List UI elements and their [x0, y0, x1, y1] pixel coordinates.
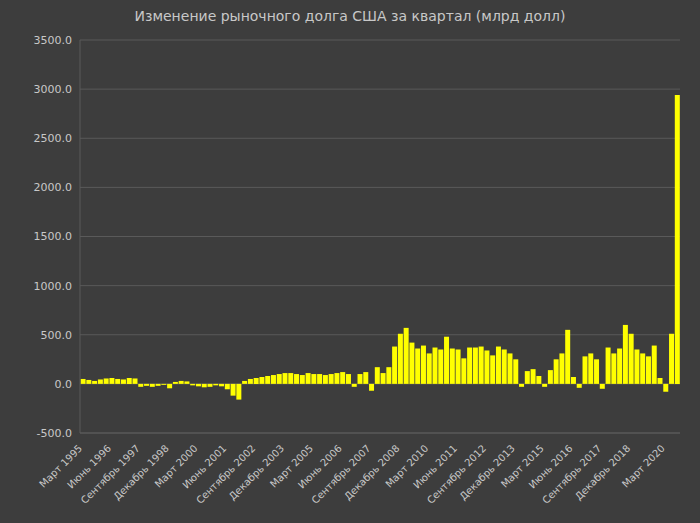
svg-text:Июнь 2006: Июнь 2006	[295, 442, 344, 491]
svg-text:3500.0: 3500.0	[34, 34, 73, 47]
svg-text:Март 2015: Март 2015	[498, 442, 546, 490]
svg-text:Декабрь 2008: Декабрь 2008	[342, 442, 402, 503]
svg-text:Март 2010: Март 2010	[383, 442, 431, 490]
svg-text:Март 2020: Март 2020	[620, 443, 667, 490]
svg-text:Март 2005: Март 2005	[268, 442, 316, 490]
svg-text:Сентябрь 2002: Сентябрь 2002	[194, 442, 258, 506]
svg-text:Сентябрь 2017: Сентябрь 2017	[540, 442, 604, 506]
html-text:Изменение рыночного долга США: Изменение рыночного долга США за квартал…	[134, 8, 566, 24]
svg-text:3000.0: 3000.0	[34, 83, 73, 96]
svg-text:Сентябрь 2012: Сентябрь 2012	[424, 442, 489, 506]
svg-text:Декабрь 2018: Декабрь 2018	[573, 443, 633, 503]
svg-text:Декабрь 2003: Декабрь 2003	[226, 442, 287, 503]
svg-text:500.0: 500.0	[41, 329, 73, 342]
svg-text:Декабрь 2013: Декабрь 2013	[457, 442, 517, 503]
svg-text:Июнь 2001: Июнь 2001	[180, 442, 229, 491]
svg-text:Июнь 2011: Июнь 2011	[411, 442, 460, 491]
svg-text:Июнь 1996: Июнь 1996	[65, 442, 114, 491]
svg-text:0.0: 0.0	[55, 378, 73, 391]
svg-text:1500.0: 1500.0	[34, 230, 73, 243]
svg-text:Декабрь 1998: Декабрь 1998	[111, 442, 171, 503]
svg-text:Март 2000: Март 2000	[152, 442, 200, 490]
svg-text:Март 1995: Март 1995	[37, 442, 85, 490]
svg-text:-500.0: -500.0	[37, 427, 72, 440]
svg-text:1000.0: 1000.0	[34, 280, 73, 293]
svg-text:Июнь 2016: Июнь 2016	[526, 442, 575, 491]
svg-text:2500.0: 2500.0	[34, 132, 73, 145]
svg-text:Сентябрь 1997: Сентябрь 1997	[78, 442, 142, 506]
svg-text:Сентябрь 2007: Сентябрь 2007	[309, 442, 373, 506]
svg-text:2000.0: 2000.0	[34, 181, 73, 194]
